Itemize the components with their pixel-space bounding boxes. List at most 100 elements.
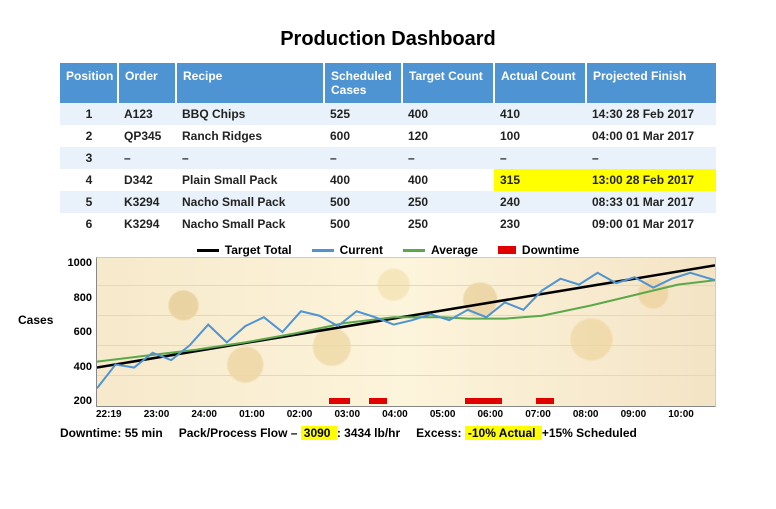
legend-swatch [403,249,425,252]
table-cell: 5 [60,191,118,213]
table-cell: – [586,147,716,169]
table-cell: 1 [60,103,118,125]
col-header: Actual Count [494,63,586,103]
table-cell: 120 [402,125,494,147]
page-title: Production Dashboard [60,28,716,51]
table-cell: – [324,147,402,169]
table-cell: – [118,147,176,169]
y-axis-label: Cases [18,313,53,327]
y-tick: 400 [74,361,92,373]
table-cell: BBQ Chips [176,103,324,125]
table-cell: K3294 [118,213,176,235]
legend-label: Average [431,243,478,257]
legend-label: Current [340,243,383,257]
legend-label: Downtime [522,243,579,257]
legend-swatch [312,249,334,252]
legend-swatch [197,249,219,252]
table-cell: 400 [402,103,494,125]
status-bar: Downtime: 55 min Pack/Process Flow – 309… [60,426,716,440]
table-cell: 250 [402,213,494,235]
excess-highlight: -10% Actual [465,426,542,440]
table-cell: 2 [60,125,118,147]
table-cell: 600 [324,125,402,147]
downtime-bar [329,398,351,404]
downtime-bar [536,398,555,404]
x-tick: 22:19 [96,409,144,420]
legend-label: Target Total [225,243,292,257]
y-tick: 600 [74,326,92,338]
table-cell: 230 [494,213,586,235]
table-cell: A123 [118,103,176,125]
table-row: 1A123BBQ Chips52540041014:30 28 Feb 2017 [60,103,716,125]
table-row: 4D342Plain Small Pack40040031513:00 28 F… [60,169,716,191]
table-row: 3–––––– [60,147,716,169]
table-cell: 100 [494,125,586,147]
table-cell: 14:30 28 Feb 2017 [586,103,716,125]
chart-legend: Target Total Current Average Downtime [60,243,716,257]
x-tick: 02:00 [287,409,335,420]
flow-label: Pack/Process Flow – [179,426,298,440]
table-cell: – [494,147,586,169]
production-table: PositionOrderRecipeScheduled CasesTarget… [60,63,716,235]
excess-label: Excess: [416,426,461,440]
x-axis: 22:1923:0024:0001:0002:0003:0004:0005:00… [96,407,716,420]
x-tick: 05:00 [430,409,478,420]
x-tick: 23:00 [144,409,192,420]
flow-rest: : 3434 lb/hr [337,426,400,440]
flow-highlight: 3090 [301,426,337,440]
table-cell: 410 [494,103,586,125]
y-tick: 200 [74,395,92,407]
downtime-bar [465,398,502,404]
x-tick: 03:00 [334,409,382,420]
table-cell: 4 [60,169,118,191]
chart [96,257,716,407]
x-tick: 10:00 [668,409,716,420]
legend-swatch [498,246,516,254]
y-tick: 1000 [68,257,92,269]
table-cell: 6 [60,213,118,235]
table-cell: K3294 [118,191,176,213]
legend-item: Average [403,243,478,257]
table-cell: 13:00 28 Feb 2017 [586,169,716,191]
table-cell: Nacho Small Pack [176,191,324,213]
y-axis: 1000800600400200 [60,257,96,407]
table-row: 2QP345Ranch Ridges60012010004:00 01 Mar … [60,125,716,147]
excess-status: Excess: -10% Actual +15% Scheduled [416,426,637,440]
table-cell: 315 [494,169,586,191]
table-cell: 400 [402,169,494,191]
col-header: Order [118,63,176,103]
table-cell: 500 [324,191,402,213]
x-tick: 08:00 [573,409,621,420]
table-cell: 250 [402,191,494,213]
downtime-value: 55 min [125,426,163,440]
x-tick: 24:00 [191,409,239,420]
col-header: Projected Finish [586,63,716,103]
series-current [97,273,715,388]
x-tick: 09:00 [621,409,669,420]
x-tick: 04:00 [382,409,430,420]
flow-status: Pack/Process Flow – 3090 : 3434 lb/hr [179,426,400,440]
table-cell: 09:00 01 Mar 2017 [586,213,716,235]
table-cell: Plain Small Pack [176,169,324,191]
table-cell: 240 [494,191,586,213]
downtime-label: Downtime: [60,426,121,440]
col-header: Scheduled Cases [324,63,402,103]
table-cell: 3 [60,147,118,169]
x-tick: 07:00 [525,409,573,420]
table-cell: 400 [324,169,402,191]
x-tick: 01:00 [239,409,287,420]
table-cell: – [402,147,494,169]
table-cell: 08:33 01 Mar 2017 [586,191,716,213]
table-cell: 500 [324,213,402,235]
x-tick: 06:00 [478,409,526,420]
table-cell: 525 [324,103,402,125]
downtime-bar [369,398,388,404]
table-cell: 04:00 01 Mar 2017 [586,125,716,147]
table-row: 6K3294Nacho Small Pack50025023009:00 01 … [60,213,716,235]
chart-area: Cases 1000800600400200 [60,257,716,407]
col-header: Position [60,63,118,103]
table-cell: QP345 [118,125,176,147]
downtime-status: Downtime: 55 min [60,426,163,440]
legend-item: Target Total [197,243,292,257]
table-cell: Ranch Ridges [176,125,324,147]
